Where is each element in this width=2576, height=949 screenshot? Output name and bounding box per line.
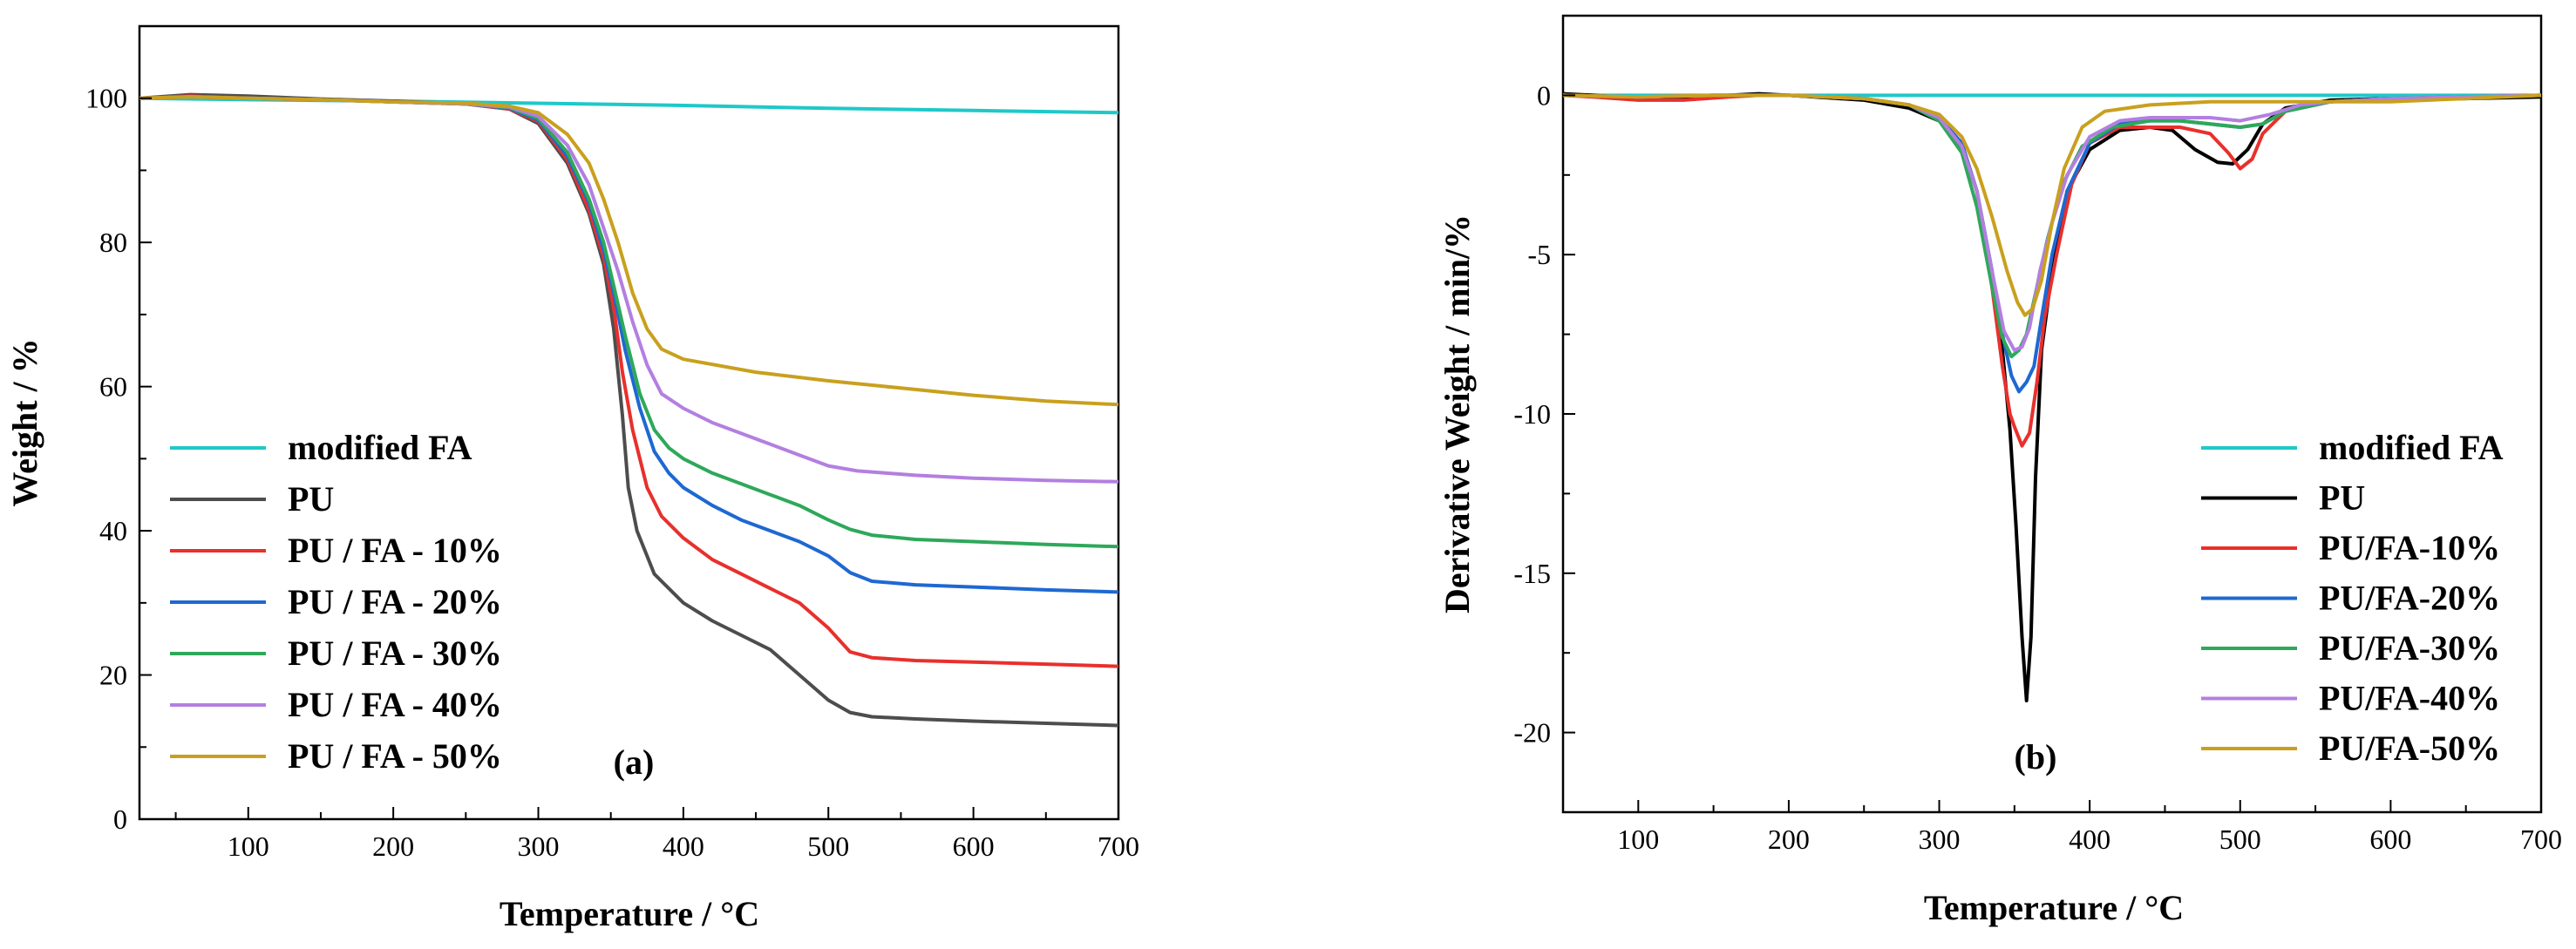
panel-b-series-line-3 bbox=[1562, 93, 2542, 394]
panel-a-x-tick-label: 600 bbox=[953, 830, 995, 862]
panel-a-weight-chart: Temperature / °C Weight / % (a) 100 200 30… bbox=[5, 24, 1139, 933]
panel-a-legend-label-6: PU / FA - 50% bbox=[288, 736, 502, 776]
panel-a-plot-frame bbox=[138, 24, 1120, 821]
panel-b-series-line-2 bbox=[1562, 93, 2542, 448]
panel-a-legend: modified FA PU PU / FA - 10% PU / FA - 20% P… bbox=[170, 428, 502, 776]
panel-a-x-tick-label: 500 bbox=[807, 830, 849, 862]
panel-a-legend-label-0: modified FA bbox=[288, 428, 472, 467]
panel-b-x-tick-label: 200 bbox=[1768, 824, 1810, 855]
panel-a-legend-label-4: PU / FA - 30% bbox=[288, 634, 502, 673]
panel-a-y-tick-label: 100 bbox=[85, 83, 127, 114]
panel-b-legend-label-5: PU/FA-40% bbox=[2319, 679, 2500, 718]
panel-a-legend-label-1: PU bbox=[288, 479, 334, 519]
panel-b-legend-label-6: PU/FA-50% bbox=[2319, 729, 2500, 768]
panel-a-label: (a) bbox=[614, 742, 655, 782]
panel-b-y-tick-label: -15 bbox=[1513, 558, 1551, 589]
panel-a-y-tick-label: 40 bbox=[99, 515, 127, 546]
panel-b-y-tick-label: 0 bbox=[1537, 79, 1551, 111]
panel-b-y-tick-label: -10 bbox=[1513, 398, 1551, 430]
panel-b-legend-label-0: modified FA bbox=[2319, 428, 2504, 467]
panel-b-legend-label-4: PU/FA-30% bbox=[2319, 628, 2500, 668]
panel-a-x-axis-title: Temperature / °C bbox=[500, 894, 759, 933]
panel-b-x-axis-title: Temperature / °C bbox=[1924, 888, 2184, 927]
panel-a-legend-label-2: PU / FA - 10% bbox=[288, 531, 502, 570]
panel-b-legend-label-1: PU bbox=[2319, 478, 2365, 518]
panel-b-x-tick-label: 100 bbox=[1617, 824, 1659, 855]
panel-b-y-tick-label: -5 bbox=[1527, 239, 1551, 270]
panel-b-legend: modified FA PU PU/FA-10% PU/FA-20% PU/FA-30%… bbox=[2201, 428, 2504, 768]
panel-b-x-tick-label: 500 bbox=[2219, 824, 2261, 855]
panel-a-y-tick-label: 80 bbox=[99, 227, 127, 258]
panel-a-series-line-5 bbox=[139, 95, 1119, 484]
panel-b-x-tick-label: 300 bbox=[1919, 824, 1961, 855]
panel-b-series-line-6 bbox=[1562, 93, 2542, 317]
panel-a-x-tick-label: 400 bbox=[663, 830, 704, 862]
panel-a-y-tick-label: 20 bbox=[99, 660, 127, 691]
panel-a-series-line-6 bbox=[139, 95, 1119, 407]
panel-a-x-tick-label: 200 bbox=[372, 830, 414, 862]
panel-b-x-tick-label: 700 bbox=[2520, 824, 2562, 855]
panel-a-legend-label-3: PU / FA - 20% bbox=[288, 582, 502, 621]
panel-a-x-tick-label: 300 bbox=[518, 830, 560, 862]
panel-a-x-tick-label: 700 bbox=[1098, 830, 1139, 862]
panel-a-series-line-2 bbox=[139, 94, 1119, 668]
panel-b-legend-label-3: PU/FA-20% bbox=[2319, 579, 2500, 618]
panel-b-label: (b) bbox=[2015, 737, 2057, 776]
panel-a-legend-label-5: PU / FA - 40% bbox=[288, 685, 502, 724]
panel-a-y-tick-label: 0 bbox=[113, 803, 127, 835]
panel-a-x-tick-label: 100 bbox=[228, 830, 269, 862]
panel-b-legend-label-2: PU/FA-10% bbox=[2319, 528, 2500, 567]
panel-b-derivative-chart: Temperature / °C Derivative Weight / min… bbox=[1438, 14, 2562, 927]
panel-b-y-tick-label: -20 bbox=[1513, 717, 1551, 749]
panel-b-x-tick-label: 600 bbox=[2369, 824, 2411, 855]
panel-b-x-tick-label: 400 bbox=[2069, 824, 2110, 855]
panel-b-y-axis-title: Derivative Weight / min/% bbox=[1438, 214, 1477, 613]
panel-a-y-tick-label: 60 bbox=[99, 371, 127, 403]
panel-a-y-axis-title: Weight / % bbox=[5, 338, 44, 506]
